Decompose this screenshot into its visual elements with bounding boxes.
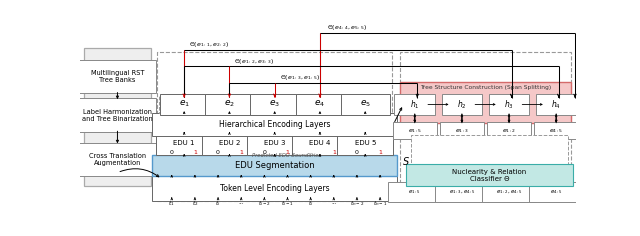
- Text: ...: ...: [238, 199, 244, 205]
- Text: $h_1$: $h_1$: [410, 98, 420, 111]
- Text: $h_4$: $h_4$: [551, 98, 561, 111]
- FancyBboxPatch shape: [159, 96, 390, 113]
- Text: Hierarchical Encoding Layers: Hierarchical Encoding Layers: [219, 120, 330, 129]
- FancyBboxPatch shape: [400, 82, 571, 123]
- Text: $h_3$: $h_3$: [504, 98, 514, 111]
- FancyBboxPatch shape: [160, 94, 209, 115]
- Text: $\Theta(e_{1:1}, e_{2:2})$: $\Theta(e_{1:1}, e_{2:2})$: [189, 40, 229, 49]
- Text: $e_{4:5}$: $e_{4:5}$: [549, 127, 563, 135]
- FancyBboxPatch shape: [152, 155, 397, 176]
- Text: Token Level Encoding Layers: Token Level Encoding Layers: [220, 184, 330, 193]
- FancyBboxPatch shape: [487, 122, 531, 139]
- Text: $e_1$: $e_1$: [179, 99, 189, 110]
- FancyBboxPatch shape: [534, 122, 578, 139]
- FancyBboxPatch shape: [79, 98, 156, 132]
- Text: EDU 2: EDU 2: [219, 140, 240, 146]
- FancyBboxPatch shape: [156, 132, 212, 155]
- Text: 1: 1: [239, 150, 243, 155]
- FancyBboxPatch shape: [529, 182, 583, 202]
- FancyBboxPatch shape: [406, 164, 573, 186]
- Text: $e_{1:5}$: $e_{1:5}$: [408, 127, 422, 135]
- Text: $t_i$: $t_i$: [215, 199, 221, 208]
- FancyBboxPatch shape: [411, 135, 568, 199]
- FancyBboxPatch shape: [394, 94, 435, 115]
- Text: $t_i$: $t_i$: [308, 199, 314, 208]
- FancyBboxPatch shape: [400, 52, 571, 201]
- FancyBboxPatch shape: [152, 113, 397, 135]
- Text: ...: ...: [308, 150, 314, 155]
- Text: $e_{1:5}$: $e_{1:5}$: [408, 188, 421, 196]
- Text: $e_{1:3}, e_{4:5}$: $e_{1:3}, e_{4:5}$: [449, 188, 476, 196]
- Text: EDU Segmentation: EDU Segmentation: [235, 160, 314, 169]
- FancyBboxPatch shape: [536, 94, 577, 115]
- Text: Multilingual RST
Tree Banks: Multilingual RST Tree Banks: [91, 70, 144, 83]
- FancyBboxPatch shape: [205, 94, 253, 115]
- Text: $\Theta(e_{4:4}, e_{5:5})$: $\Theta(e_{4:4}, e_{5:5})$: [328, 23, 367, 32]
- Text: $\Theta(e_{1:2}, e_{3:3})$: $\Theta(e_{1:2}, e_{3:3})$: [234, 57, 275, 66]
- Text: Nuclearity & Relation
Classifier Θ: Nuclearity & Relation Classifier Θ: [452, 169, 527, 181]
- Text: EDU 5: EDU 5: [355, 140, 376, 146]
- Text: Predicted EDU Boundaries: Predicted EDU Boundaries: [252, 153, 321, 158]
- Text: $e_{1:2}, e_{4:5}$: $e_{1:2}, e_{4:5}$: [495, 188, 522, 196]
- Text: $t_1$: $t_1$: [168, 199, 175, 208]
- FancyBboxPatch shape: [440, 122, 484, 139]
- Text: EDU 3: EDU 3: [264, 140, 285, 146]
- FancyBboxPatch shape: [483, 182, 536, 202]
- Text: 0: 0: [216, 150, 220, 155]
- FancyBboxPatch shape: [489, 94, 529, 115]
- FancyBboxPatch shape: [250, 94, 299, 115]
- FancyBboxPatch shape: [388, 182, 442, 202]
- Text: $t_2$: $t_2$: [191, 199, 198, 208]
- FancyBboxPatch shape: [296, 94, 344, 115]
- Text: $t_{i-2}$: $t_{i-2}$: [258, 199, 271, 208]
- Text: 0: 0: [355, 150, 359, 155]
- Text: EDU 4: EDU 4: [309, 140, 331, 146]
- Text: $e_4$: $e_4$: [314, 99, 326, 110]
- FancyBboxPatch shape: [202, 132, 257, 155]
- Text: $t_{n-1}$: $t_{n-1}$: [373, 199, 387, 208]
- FancyBboxPatch shape: [292, 132, 348, 155]
- Text: Label Harmonization
and Tree Binarization: Label Harmonization and Tree Binarizatio…: [82, 109, 153, 122]
- Text: $e_2$: $e_2$: [224, 99, 235, 110]
- Text: ...: ...: [331, 199, 337, 205]
- FancyBboxPatch shape: [84, 48, 151, 186]
- FancyBboxPatch shape: [442, 94, 483, 115]
- Text: 1: 1: [193, 150, 197, 155]
- Text: $h_2$: $h_2$: [457, 98, 467, 111]
- FancyBboxPatch shape: [337, 132, 393, 155]
- Text: 1: 1: [332, 150, 336, 155]
- FancyBboxPatch shape: [393, 122, 436, 139]
- Text: $e_{1:3}$: $e_{1:3}$: [455, 127, 469, 135]
- Text: Cross Translation
Augmentation: Cross Translation Augmentation: [89, 153, 146, 166]
- FancyBboxPatch shape: [152, 176, 397, 201]
- Text: $t_{n-2}$: $t_{n-2}$: [349, 199, 364, 208]
- FancyBboxPatch shape: [79, 60, 156, 93]
- Text: 0: 0: [262, 150, 266, 155]
- Text: $e_{4:5}$: $e_{4:5}$: [550, 188, 563, 196]
- FancyBboxPatch shape: [247, 132, 303, 155]
- Text: $\Theta(e_{1:3}, e_{1:5})$: $\Theta(e_{1:3}, e_{1:5})$: [280, 73, 319, 82]
- FancyBboxPatch shape: [435, 182, 489, 202]
- FancyBboxPatch shape: [157, 52, 392, 201]
- Text: 1: 1: [285, 150, 289, 155]
- Text: $t_{i-1}$: $t_{i-1}$: [281, 199, 294, 208]
- Text: $S$: $S$: [402, 155, 410, 167]
- Text: $e_3$: $e_3$: [269, 99, 280, 110]
- Text: 1: 1: [378, 150, 382, 155]
- Text: EDU 1: EDU 1: [173, 140, 195, 146]
- FancyBboxPatch shape: [341, 94, 390, 115]
- Text: $e_5$: $e_5$: [360, 99, 371, 110]
- FancyBboxPatch shape: [79, 143, 156, 176]
- Text: $e_{1:2}$: $e_{1:2}$: [502, 127, 516, 135]
- Text: 0: 0: [170, 150, 173, 155]
- Text: Tree Structure Construction (Span Splitting): Tree Structure Construction (Span Splitt…: [420, 85, 551, 90]
